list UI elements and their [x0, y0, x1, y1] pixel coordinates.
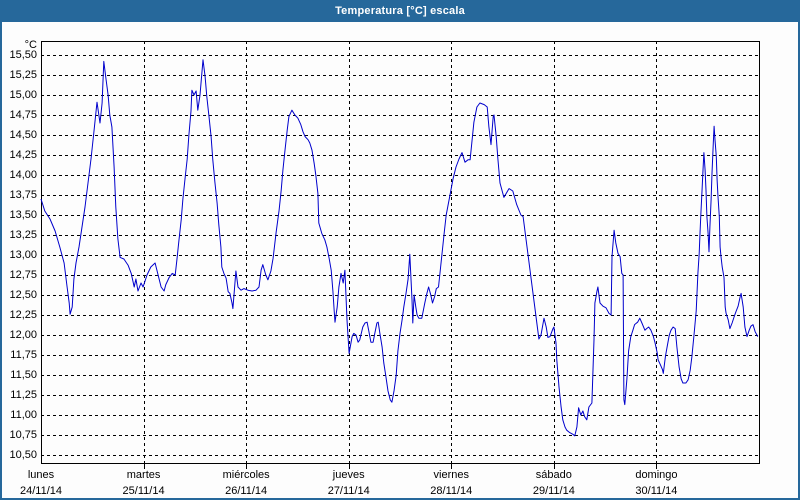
y-tick-label: 11,50 — [10, 369, 37, 381]
y-tick-label: 14,00 — [9, 169, 37, 181]
x-day-name: martes — [126, 469, 161, 481]
y-tick-label: 15,25 — [9, 69, 37, 81]
title-bar: Temperatura [°C] escala — [0, 0, 800, 22]
x-day-name: jueves — [332, 469, 365, 481]
x-day-date: 25/11/14 — [122, 485, 165, 497]
y-tick-label: 14,50 — [9, 129, 37, 141]
y-tick-label: 11,75 — [10, 349, 37, 361]
y-tick-label: 11,25 — [10, 389, 37, 401]
y-tick-label: 13,50 — [9, 209, 37, 221]
y-tick-label: 11,00 — [10, 409, 37, 421]
x-day-name: lunes — [27, 469, 55, 481]
x-day-name: miércoles — [222, 469, 270, 481]
y-axis-unit-label: °C — [24, 39, 37, 51]
window-title: Temperatura [°C] escala — [335, 5, 465, 17]
x-day-date: 30/11/14 — [635, 485, 678, 497]
temperature-series-line — [40, 59, 759, 437]
x-day-date: 27/11/14 — [327, 485, 370, 497]
y-tick-label: 12,50 — [9, 289, 37, 301]
x-day-name: sábado — [535, 469, 572, 481]
y-tick-label: 13,75 — [9, 189, 37, 201]
x-day-date: 24/11/14 — [19, 485, 63, 497]
x-day-date: 26/11/14 — [225, 485, 268, 497]
y-tick-label: 14,25 — [9, 149, 37, 161]
y-tick-label: 13,25 — [9, 229, 37, 241]
y-tick-label: 10,50 — [9, 449, 37, 461]
x-day-date: 28/11/14 — [430, 485, 473, 497]
x-day-name: domingo — [635, 469, 678, 481]
y-tick-label: 15,00 — [9, 89, 37, 101]
y-tick-label: 12,75 — [9, 269, 37, 281]
x-day-date: 29/11/14 — [532, 485, 575, 497]
x-day-name: viernes — [433, 469, 470, 481]
y-tick-label: 14,75 — [9, 109, 37, 121]
y-tick-label: 10,75 — [9, 429, 37, 441]
y-tick-label: 12,25 — [9, 309, 37, 321]
plot-border — [41, 41, 760, 464]
y-tick-label: 13,00 — [9, 249, 37, 261]
y-tick-label: 12,00 — [9, 329, 37, 341]
y-tick-label: 15,50 — [9, 49, 37, 61]
